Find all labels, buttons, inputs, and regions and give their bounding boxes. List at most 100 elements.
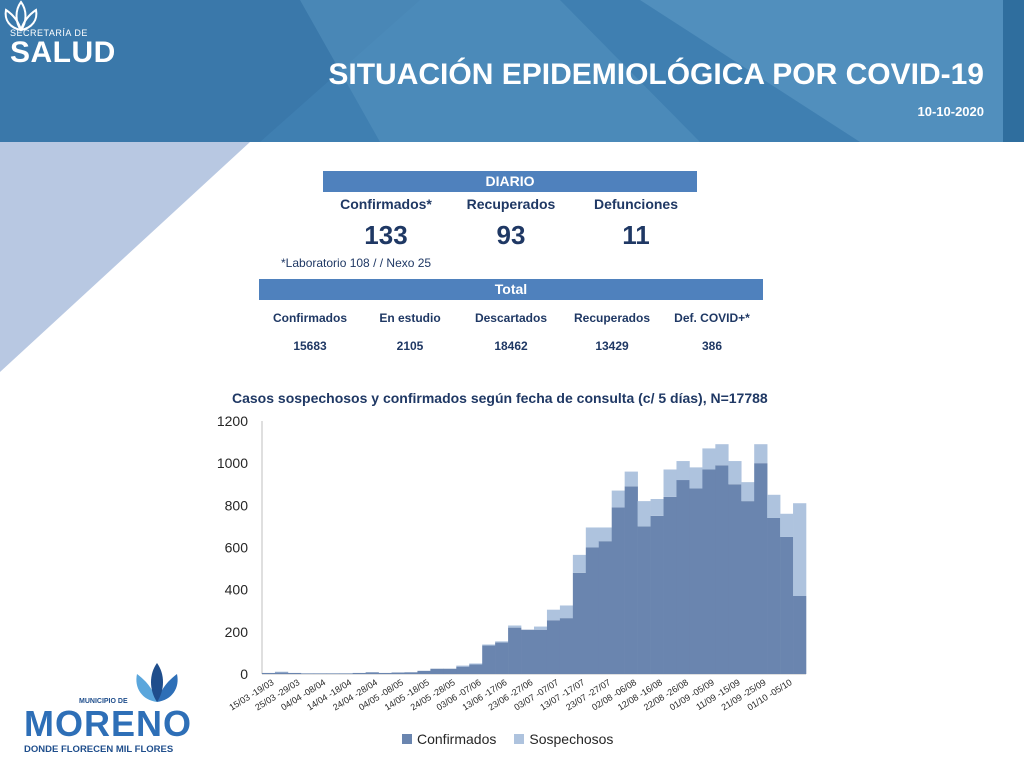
bar-sospechosos [469, 663, 483, 665]
total-confirmed-label: Confirmados [272, 311, 347, 325]
bar-confirmados [676, 480, 690, 674]
bar-sospechosos [767, 494, 781, 518]
total-recovered-value: 13429 [595, 339, 629, 353]
moreno-flower-icon [136, 663, 178, 702]
chart-title: Casos sospechosos y confirmados según fe… [232, 390, 768, 406]
daily-deaths-label: Defunciones [593, 196, 678, 212]
bar-sospechosos [585, 527, 600, 548]
total-confirmed-value: 15683 [293, 339, 327, 353]
daily-recovered-label: Recuperados [466, 196, 556, 212]
moreno-logo-top: MUNICIPIO DE [79, 698, 128, 705]
left-decoration [0, 142, 250, 372]
bar-sospechosos [780, 513, 794, 537]
bar-confirmados [430, 668, 444, 674]
legend-label-sospechosos: Sospechosos [529, 731, 614, 747]
bar-sospechosos [611, 490, 625, 508]
bar-confirmados [287, 672, 302, 674]
bar-confirmados [780, 536, 794, 674]
daily-confirmed-label: Confirmados* [340, 196, 432, 212]
bar-confirmados [482, 645, 496, 674]
bar-sospechosos [495, 641, 509, 643]
bar-confirmados [702, 469, 716, 674]
bar-confirmados [456, 666, 470, 674]
bar-confirmados [728, 484, 742, 674]
bar-sospechosos [546, 609, 561, 621]
total-header-bar: Total [259, 279, 763, 300]
bar-sospechosos [559, 605, 574, 619]
legend-swatch-confirmados [402, 734, 412, 744]
y-tick-label: 200 [225, 624, 249, 640]
bar-confirmados [689, 488, 703, 674]
chart-legend: Confirmados Sospechosos [402, 731, 613, 747]
bar-sospechosos [741, 482, 755, 502]
bar-sospechosos [715, 444, 729, 466]
bar-confirmados [534, 629, 548, 674]
bar-confirmados [339, 673, 353, 674]
bar-confirmados [546, 620, 561, 674]
bar-confirmados [611, 507, 625, 674]
moreno-logo-tagline: DONDE FLORECEN MIL FLORES [24, 744, 174, 755]
bar-sospechosos [793, 503, 807, 596]
bar-sospechosos [508, 625, 522, 628]
bar-sospechosos [482, 644, 496, 646]
daily-header-bar: DIARIO [323, 171, 697, 192]
bar-sospechosos [598, 527, 613, 542]
bar-confirmados [637, 526, 651, 674]
bar-confirmados [741, 501, 755, 674]
bar-confirmados [767, 517, 781, 674]
bar-confirmados [262, 672, 276, 674]
bar-sospechosos [702, 448, 716, 470]
y-tick-label: 1200 [217, 413, 248, 429]
y-tick-label: 1000 [217, 455, 248, 471]
bar-confirmados [378, 672, 392, 674]
bar-sospechosos [689, 467, 703, 489]
bar-confirmados [793, 595, 807, 674]
bar-confirmados [715, 465, 729, 674]
total-in-study-value: 2105 [396, 339, 424, 353]
flower-icon [4, 0, 38, 32]
header-background [0, 0, 1024, 142]
bar-confirmados [469, 664, 483, 674]
daily-confirmed-value: 133 [364, 220, 408, 250]
bar-confirmados [365, 672, 379, 674]
daily-note: *Laboratorio 108 / / Nexo 25 [281, 256, 432, 270]
legend-item-sospechosos: Sospechosos [514, 731, 613, 747]
bar-sospechosos [572, 554, 587, 573]
daily-recovered-value: 93 [496, 220, 526, 250]
salud-logo: SECRETARÍA DE SALUD [10, 28, 116, 68]
salud-logo-main: SALUD [10, 36, 116, 69]
bar-sospechosos [274, 671, 289, 673]
bar-confirmados [508, 627, 522, 674]
bar-confirmados [598, 541, 613, 674]
legend-item-confirmados: Confirmados [402, 731, 496, 747]
total-discarded-value: 18462 [494, 339, 528, 353]
total-discarded-label: Descartados [474, 311, 548, 325]
bar-sospechosos [650, 499, 664, 516]
bar-confirmados [313, 673, 328, 674]
bar-confirmados [624, 486, 638, 674]
bar-confirmados [663, 496, 677, 674]
total-deaths-label: Def. COVID+* [674, 311, 750, 325]
header-banner: SECRETARÍA DE SALUD SITUACIÓN EPIDEMIOLÓ… [0, 0, 1024, 142]
total-recovered-label: Recuperados [573, 311, 651, 325]
bar-confirmados [443, 668, 457, 674]
bar-confirmados [650, 515, 664, 674]
bar-confirmados [274, 672, 289, 674]
bar-confirmados [754, 463, 768, 674]
bar-confirmados [585, 547, 600, 674]
total-deaths-value: 386 [701, 339, 723, 353]
bar-sospechosos [624, 471, 638, 487]
page-title: SITUACIÓN EPIDEMIOLÓGICA POR COVID-19 [328, 58, 984, 91]
daily-deaths-value: 11 [622, 220, 650, 250]
bar-confirmados [352, 672, 366, 674]
bar-confirmados [559, 618, 574, 674]
bar-sospechosos [663, 469, 677, 497]
legend-label-confirmados: Confirmados [417, 731, 497, 747]
y-tick-label: 400 [225, 582, 249, 598]
bar-confirmados [417, 670, 431, 674]
bar-sospechosos [534, 626, 548, 630]
y-tick-label: 600 [225, 540, 249, 556]
bar-sospechosos [728, 461, 742, 485]
bar-confirmados [495, 642, 509, 674]
